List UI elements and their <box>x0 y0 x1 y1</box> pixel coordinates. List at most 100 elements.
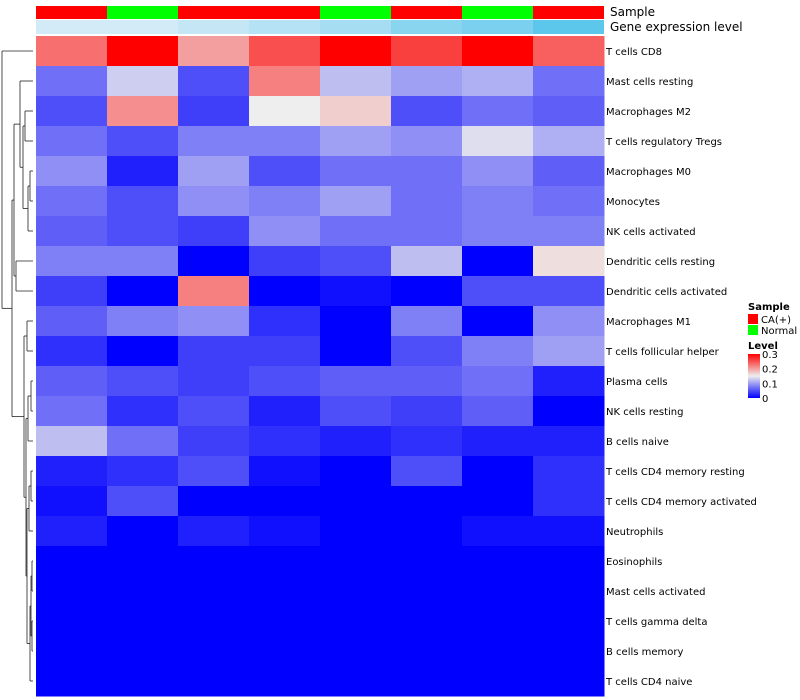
heatmap-cell <box>178 336 250 367</box>
heatmap-cell <box>533 576 605 607</box>
heatmap-cell <box>249 426 321 457</box>
heatmap-cell <box>107 546 179 577</box>
heatmap-cell <box>533 306 605 337</box>
row-label: B cells naive <box>606 437 669 448</box>
heatmap-cell <box>178 666 250 697</box>
heatmap-cell <box>36 546 108 577</box>
heatmap-cell <box>249 396 321 427</box>
heatmap-cell <box>462 366 534 397</box>
row-label: Neutrophils <box>606 527 663 538</box>
heatmap-cell <box>391 306 463 337</box>
heatmap-cell <box>249 186 321 217</box>
heatmap-cell <box>320 666 392 697</box>
heatmap-cell <box>462 126 534 157</box>
heatmap-cell <box>178 186 250 217</box>
heatmap-cell <box>36 396 108 427</box>
heatmap-cell <box>107 366 179 397</box>
heatmap-cell <box>533 216 605 247</box>
heatmap-cell <box>107 186 179 217</box>
sample-track-label: Sample <box>610 5 655 19</box>
heatmap-cell <box>533 126 605 157</box>
heatmap-cell <box>178 606 250 637</box>
legend-swatch <box>748 325 758 335</box>
heatmap-cell <box>107 96 179 127</box>
heatmap-cell <box>249 516 321 547</box>
heatmap-cell <box>391 426 463 457</box>
heatmap-cell <box>249 636 321 667</box>
row-label: NK cells resting <box>606 407 683 418</box>
legend-tick-label: 0.3 <box>762 350 778 361</box>
legend-sample-entries: CA(+)Normal <box>748 314 797 337</box>
heatmap-cell <box>391 396 463 427</box>
heatmap-cell <box>533 666 605 697</box>
heatmap-cell <box>320 486 392 517</box>
heatmap-cell <box>107 456 179 487</box>
heatmap-cell <box>249 576 321 607</box>
heatmap-cell <box>178 366 250 397</box>
gene-level-annotation-cell <box>107 20 178 34</box>
heatmap-cell <box>533 246 605 277</box>
heatmap-cell <box>391 336 463 367</box>
heatmap-cell <box>178 576 250 607</box>
heatmap-cell <box>249 66 321 97</box>
heatmap-cell <box>320 186 392 217</box>
heatmap-cell <box>462 636 534 667</box>
heatmap-cell <box>36 126 108 157</box>
gene-level-annotation-cell <box>36 20 107 34</box>
heatmap-cell <box>462 606 534 637</box>
heatmap-cell <box>533 546 605 577</box>
row-label: T cells follicular helper <box>605 347 720 358</box>
heatmap-cell <box>107 306 179 337</box>
heatmap-cell <box>462 486 534 517</box>
heatmap-cell <box>320 426 392 457</box>
heatmap-cell <box>320 36 392 67</box>
heatmap-cell <box>391 576 463 607</box>
gene-level-annotation-cell <box>533 20 604 34</box>
heatmap-cell <box>178 96 250 127</box>
heatmap-cell <box>320 216 392 247</box>
row-label: T cells regulatory Tregs <box>605 137 722 148</box>
sample-annotation-cell <box>320 6 391 19</box>
row-label: Dendritic cells activated <box>606 287 727 298</box>
heatmap-cell <box>107 666 179 697</box>
gene-level-annotation-cell <box>391 20 462 34</box>
heatmap-cell <box>533 636 605 667</box>
heatmap-cell <box>320 636 392 667</box>
row-label: NK cells activated <box>606 227 696 238</box>
heatmap-cell <box>391 456 463 487</box>
heatmap-cell <box>178 456 250 487</box>
heatmap-cell <box>36 66 108 97</box>
heatmap-cell <box>178 306 250 337</box>
heatmap-cell <box>320 96 392 127</box>
row-label: Mast cells resting <box>606 77 693 88</box>
heatmap-cell <box>107 486 179 517</box>
row-label: Eosinophils <box>606 557 662 568</box>
heatmap-cell <box>249 666 321 697</box>
row-label: Macrophages M1 <box>606 317 691 328</box>
heatmap-cell <box>391 276 463 307</box>
heatmap-cell <box>36 216 108 247</box>
heatmap-cell <box>533 396 605 427</box>
heatmap-cells <box>36 36 605 697</box>
heatmap-cell <box>320 456 392 487</box>
heatmap-cell <box>320 516 392 547</box>
heatmap-cell <box>533 336 605 367</box>
heatmap-cell <box>36 516 108 547</box>
heatmap-cell <box>320 606 392 637</box>
heatmap-cell <box>462 306 534 337</box>
heatmap-cell <box>36 606 108 637</box>
heatmap-cell <box>107 276 179 307</box>
heatmap-cell <box>178 276 250 307</box>
legend-entry-label: Normal <box>761 326 797 337</box>
heatmap-cell <box>462 426 534 457</box>
heatmap-cell <box>249 36 321 67</box>
heatmap-cell <box>462 66 534 97</box>
heatmap-cell <box>533 186 605 217</box>
heatmap-cell <box>107 126 179 157</box>
heatmap-cell <box>36 186 108 217</box>
heatmap-cell <box>178 126 250 157</box>
sample-annotation-cell <box>533 6 604 19</box>
sample-annotation-cell <box>178 6 249 19</box>
heatmap-cell <box>178 156 250 187</box>
